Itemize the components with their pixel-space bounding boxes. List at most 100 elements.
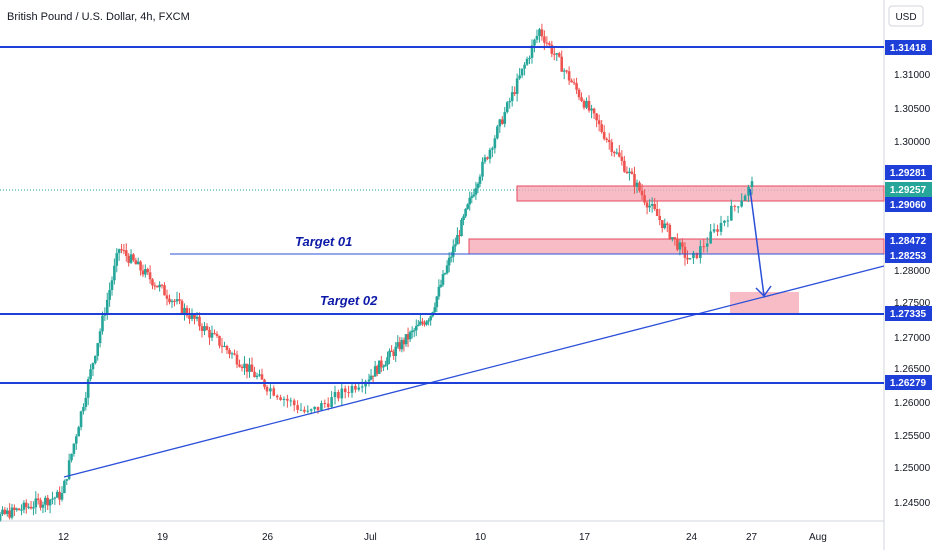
candle-body xyxy=(686,257,689,260)
candle-body xyxy=(371,375,375,377)
candle-body xyxy=(101,315,104,332)
candle-body xyxy=(5,510,9,514)
candle-body xyxy=(354,385,357,390)
candle-body xyxy=(180,300,184,313)
x-tick: 26 xyxy=(262,532,274,543)
candle-body xyxy=(373,366,377,377)
candle-body xyxy=(309,409,313,411)
candle-body xyxy=(183,307,186,313)
candle-body xyxy=(476,183,480,189)
candle-body xyxy=(120,249,123,251)
resistance-zone[interactable] xyxy=(516,185,885,202)
candle-body xyxy=(408,332,412,340)
candle-body xyxy=(113,265,116,281)
candle-body xyxy=(323,403,327,405)
candle-body xyxy=(390,350,393,352)
candle-body xyxy=(429,316,432,321)
candle-body xyxy=(520,68,524,76)
candle-body xyxy=(486,157,489,159)
candle-body xyxy=(58,491,61,500)
candle-body xyxy=(575,83,578,90)
forecast-arrow[interactable] xyxy=(749,188,772,298)
candle-body xyxy=(400,340,404,350)
candle-body xyxy=(628,171,631,174)
candle-body xyxy=(640,190,644,196)
candle-body xyxy=(417,324,420,327)
candle-body xyxy=(258,374,261,376)
candle-body xyxy=(235,354,239,365)
candle-body xyxy=(160,284,164,286)
candles xyxy=(0,23,754,522)
candle-body xyxy=(340,388,344,399)
candle-body xyxy=(635,182,639,187)
candle-body xyxy=(658,215,662,221)
candle-body xyxy=(618,152,621,157)
candle-body xyxy=(8,510,11,518)
candle-body xyxy=(394,346,398,356)
currency-button[interactable]: USD xyxy=(888,5,924,27)
candle-body xyxy=(605,138,609,140)
candle-body xyxy=(151,279,154,286)
candle-body xyxy=(723,220,726,223)
candle-body xyxy=(410,330,414,333)
candle-body xyxy=(747,187,750,196)
candle-body xyxy=(580,97,583,101)
candle-body xyxy=(203,326,206,331)
candle-body xyxy=(86,379,90,398)
candle-body xyxy=(402,340,406,345)
price-badge-1-29257: 1.29257 xyxy=(885,182,932,197)
candle-body xyxy=(240,366,244,369)
candle-body xyxy=(449,256,453,258)
candle-body xyxy=(153,285,157,287)
y-axis: 1.31000 1.31000 1.30500 1.30000 1.29500 … xyxy=(894,41,931,509)
candle-body xyxy=(79,411,83,428)
candle-body xyxy=(326,403,330,408)
y-tick: 1.25000 xyxy=(894,463,931,474)
candle-body xyxy=(89,369,92,380)
candle-body xyxy=(289,400,293,402)
candle-body xyxy=(129,254,133,263)
x-tick: Jul xyxy=(364,532,377,543)
candle-body xyxy=(384,364,387,367)
candle-body xyxy=(98,331,102,344)
x-tick: 10 xyxy=(475,532,487,543)
candle-body xyxy=(567,71,571,81)
candle-body xyxy=(110,280,114,291)
candle-body xyxy=(185,307,189,316)
candle-body xyxy=(740,200,743,207)
candle-body xyxy=(676,238,679,250)
target-02-label: Target 02 xyxy=(320,293,378,308)
trend-line[interactable] xyxy=(63,265,885,478)
candle-body xyxy=(577,89,581,98)
candle-body xyxy=(435,296,439,308)
target-zone[interactable] xyxy=(730,292,799,313)
candle-body xyxy=(144,269,147,275)
candle-body xyxy=(623,160,626,172)
candle-body xyxy=(505,102,509,113)
price-badge-1-29060: 1.29060 xyxy=(885,197,932,212)
candle-body xyxy=(386,357,389,365)
candle-body xyxy=(638,182,641,191)
candle-body xyxy=(443,273,447,275)
candle-body xyxy=(248,364,251,372)
chart-title: British Pound / U.S. Dollar, 4h, FXCM xyxy=(7,11,190,23)
candle-body xyxy=(730,205,733,221)
candle-body xyxy=(0,514,2,521)
candle-body xyxy=(65,479,69,481)
candle-body xyxy=(91,363,95,370)
candle-body xyxy=(597,120,601,125)
candle-body xyxy=(716,229,719,232)
candle-body xyxy=(163,285,166,296)
candle-body xyxy=(421,321,424,324)
candle-body xyxy=(134,260,138,265)
candle-body xyxy=(548,43,551,45)
candle-body xyxy=(451,246,455,257)
candle-body xyxy=(719,222,723,232)
candle-body xyxy=(665,223,669,225)
candle-body xyxy=(392,351,395,356)
candle-body xyxy=(510,92,514,102)
candle-body xyxy=(508,101,512,103)
candle-body xyxy=(255,375,259,378)
candle-body xyxy=(218,335,221,346)
